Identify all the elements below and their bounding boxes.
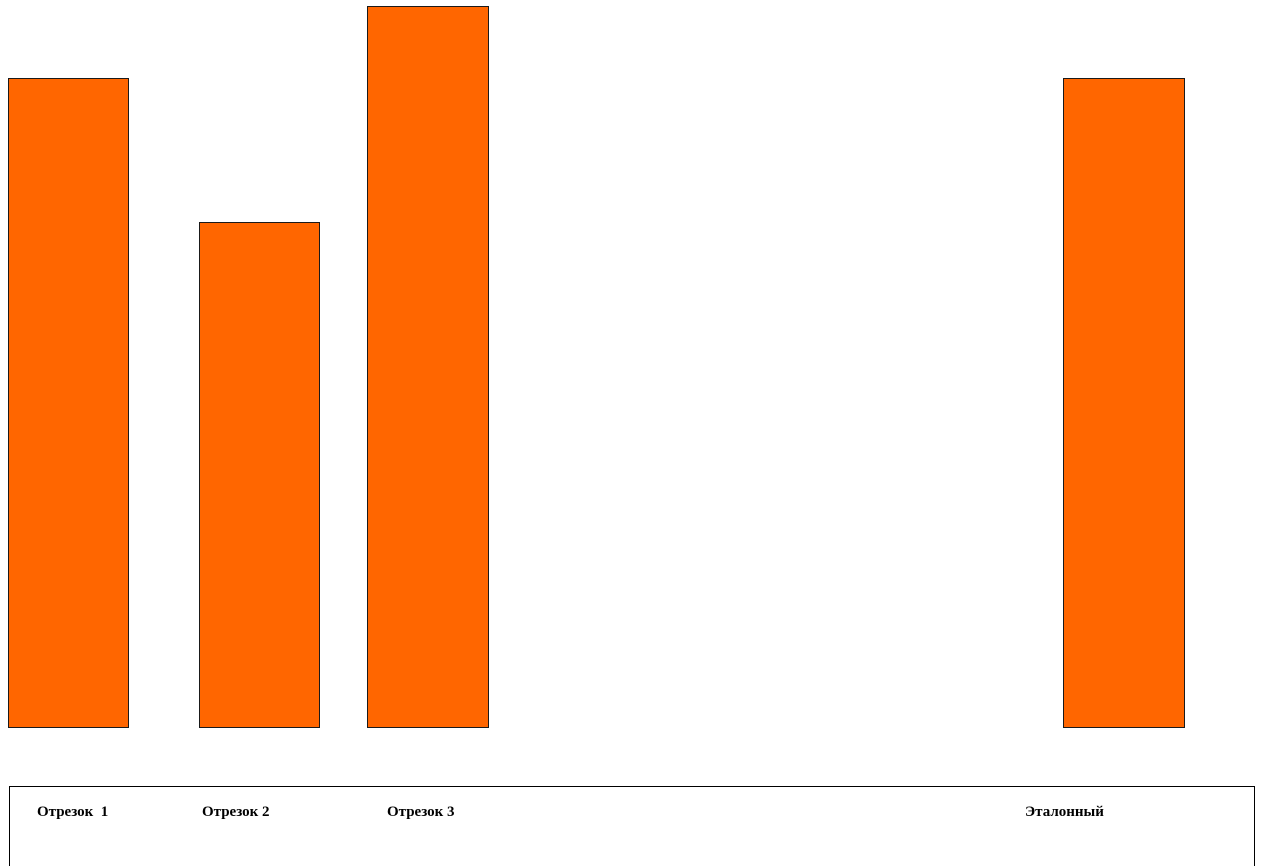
reference-bar xyxy=(1063,78,1185,728)
segment-1-bar xyxy=(8,78,129,728)
labels-box: Отрезок 1 Отрезок 2 Отрезок 3 Эталонный xyxy=(9,786,1255,866)
segment-1-label: Отрезок 1 xyxy=(37,804,109,820)
segment-3-bar xyxy=(367,6,489,728)
segment-3-label: Отрезок 3 xyxy=(387,804,455,820)
reference-label: Эталонный xyxy=(1025,804,1104,820)
segment-2-bar xyxy=(199,222,320,728)
segment-2-label: Отрезок 2 xyxy=(202,804,270,820)
